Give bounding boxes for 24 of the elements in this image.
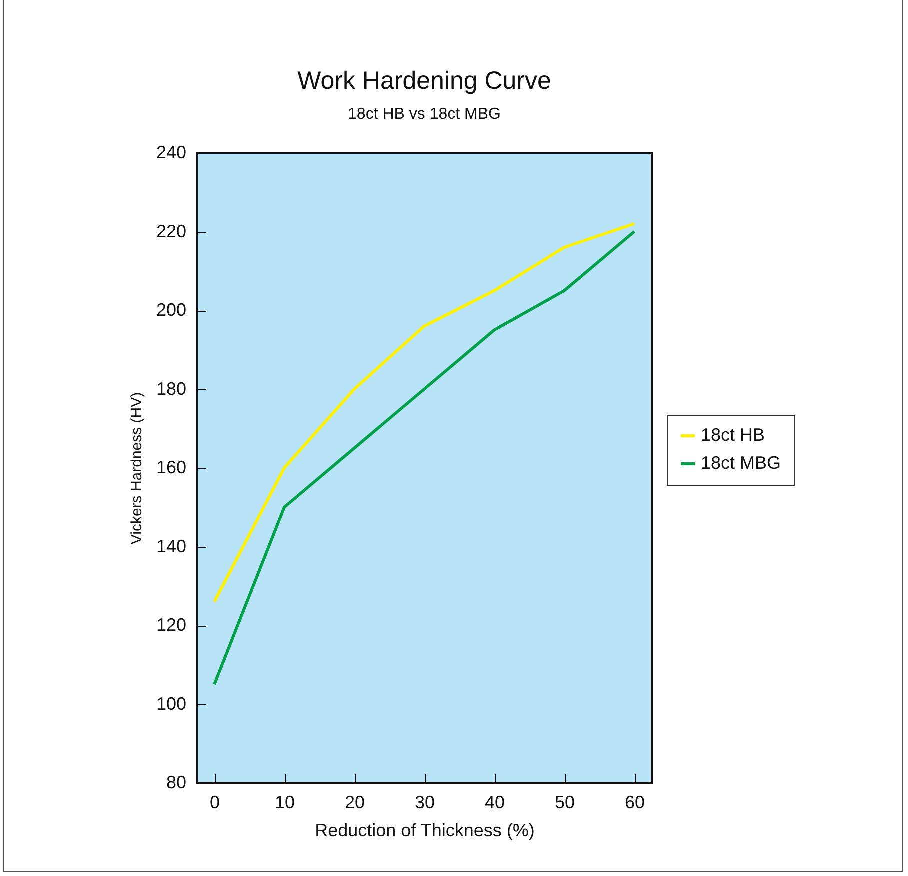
y-tick-label: 240 [156,142,186,162]
y-tick-label: 140 [156,536,186,556]
line-series [213,230,636,686]
legend-label: 18ct MBG [701,453,782,473]
x-tick-label: 20 [344,792,366,812]
x-tick-label: 30 [414,792,436,812]
x-tick-label: 50 [554,792,576,812]
y-tick-label: 80 [166,772,186,792]
chart-title: Work Hardening Curve [298,67,552,95]
y-tick-label: 200 [156,300,186,320]
line-series [213,222,636,604]
legend-label: 18ct HB [701,425,766,445]
x-tick-label: 10 [274,792,296,812]
x-tick-label: 40 [484,792,506,812]
y-tick-label: 120 [156,615,186,635]
y-tick-label: 180 [156,378,186,399]
y-tick-label: 160 [156,458,186,478]
x-tick-label: 0 [210,792,220,812]
chart-subtitle: 18ct HB vs 18ct MBG [348,106,501,123]
y-tick-label: 220 [156,221,186,242]
y-tick-label: 100 [156,694,186,714]
x-tick-label: 60 [624,792,646,812]
x-axis-title: Reduction of Thickness (%) [315,820,535,840]
y-axis-title: Vickers Hardness (HV) [128,392,146,545]
